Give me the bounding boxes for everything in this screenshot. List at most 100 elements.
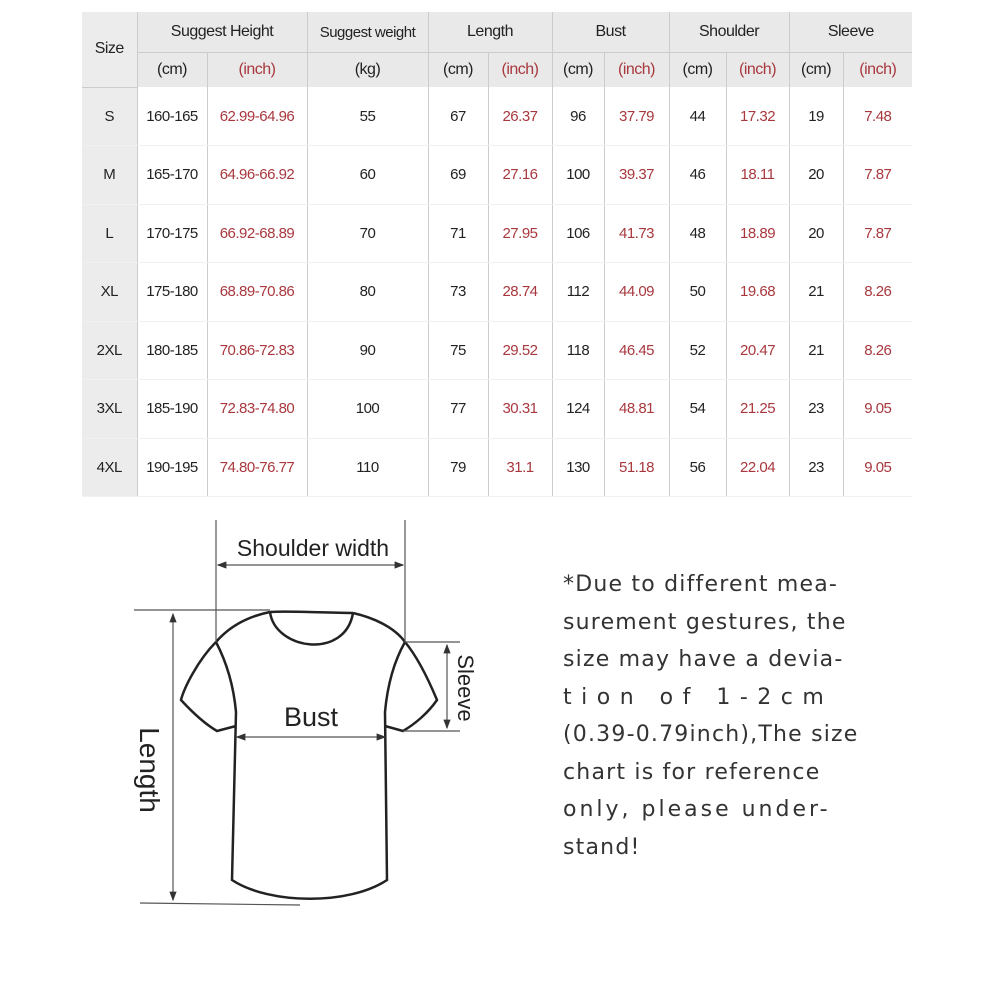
unit-inch: (inch) [725, 52, 790, 87]
note-line: *Due to different mea- [563, 572, 839, 597]
header-sleeve: Sleeve [788, 12, 913, 53]
value-cell: 77 [427, 379, 488, 439]
size-cell: 3XL [82, 379, 137, 439]
value-cell: 80 [306, 262, 428, 322]
value-cell: 60 [306, 145, 428, 205]
value-cell: 9.05 [842, 379, 913, 439]
value-cell: 48.81 [603, 379, 670, 439]
table-row: 2XL 180-185 70.86-72.83 90 75 29.52 118 46.45 52… [82, 321, 913, 380]
value-cell: 48 [668, 204, 727, 263]
value-cell: 55 [306, 87, 428, 146]
value-cell: 18.11 [725, 145, 790, 205]
value-cell: 27.95 [487, 204, 552, 263]
value-cell: 180-185 [136, 321, 207, 380]
value-cell: 22.04 [725, 438, 790, 497]
header-height: Suggest Height [136, 12, 307, 53]
value-cell: 118 [551, 321, 604, 380]
value-cell: 44 [668, 87, 727, 146]
value-cell: 46 [668, 145, 727, 205]
size-cell: XL [82, 262, 137, 322]
value-cell: 19.68 [725, 262, 790, 322]
value-cell: 106 [551, 204, 604, 263]
value-cell: 62.99-64.96 [206, 87, 307, 146]
note-line: stand! [563, 834, 641, 860]
header-length: Length [427, 12, 552, 53]
value-cell: 41.73 [603, 204, 670, 263]
unit-inch: (inch) [487, 52, 552, 87]
size-cell: M [82, 145, 137, 205]
value-cell: 100 [306, 379, 428, 439]
size-chart-table: Size Suggest Height Suggest weight Lengt… [82, 12, 913, 497]
value-cell: 23 [788, 379, 844, 439]
value-cell: 44.09 [603, 262, 670, 322]
value-cell: 7.48 [842, 87, 913, 146]
value-cell: 75 [427, 321, 488, 380]
note-line: (0.39-0.79inch),The size [563, 722, 859, 747]
value-cell: 130 [551, 438, 604, 497]
value-cell: 74.80-76.77 [206, 438, 307, 497]
value-cell: 31.1 [487, 438, 552, 497]
note-line: chart is for reference [563, 759, 821, 785]
measurement-note: *Due to different mea- surement gestures… [563, 566, 859, 866]
value-cell: 124 [551, 379, 604, 439]
value-cell: 100 [551, 145, 604, 205]
label-sleeve: Sleeve [453, 654, 478, 721]
note-line: tion of 1-2cm [563, 684, 834, 710]
value-cell: 110 [306, 438, 428, 497]
value-cell: 9.05 [842, 438, 913, 497]
value-cell: 23 [788, 438, 844, 497]
label-bust: Bust [284, 702, 339, 732]
value-cell: 27.16 [487, 145, 552, 205]
note-line: only, please under- [563, 797, 831, 822]
value-cell: 51.18 [603, 438, 670, 497]
size-cell: L [82, 204, 137, 263]
tshirt-outline-icon [179, 610, 439, 900]
value-cell: 26.37 [487, 87, 552, 146]
value-cell: 21 [788, 262, 844, 322]
value-cell: 185-190 [136, 379, 207, 439]
value-cell: 21.25 [725, 379, 790, 439]
unit-inch: (inch) [603, 52, 670, 87]
unit-cm: (cm) [427, 52, 488, 87]
value-cell: 28.74 [487, 262, 552, 322]
value-cell: 56 [668, 438, 727, 497]
unit-kg: (kg) [306, 52, 428, 87]
value-cell: 70 [306, 204, 428, 263]
value-cell: 64.96-66.92 [206, 145, 307, 205]
value-cell: 30.31 [487, 379, 552, 439]
note-line: size may have a devia- [563, 647, 844, 672]
value-cell: 20 [788, 204, 844, 263]
value-cell: 7.87 [842, 204, 913, 263]
value-cell: 160-165 [136, 87, 207, 146]
unit-cm: (cm) [668, 52, 727, 87]
header-weight: Suggest weight [306, 12, 428, 53]
value-cell: 112 [551, 262, 604, 322]
size-cell: S [82, 87, 137, 146]
value-cell: 90 [306, 321, 428, 380]
value-cell: 20.47 [725, 321, 790, 380]
table-row: 4XL 190-195 74.80-76.77 110 79 31.1 130 51.18 56… [82, 438, 913, 497]
value-cell: 50 [668, 262, 727, 322]
label-length: Length [134, 727, 165, 813]
table-row: XL 175-180 68.89-70.86 80 73 28.74 112 44.09 50 1… [82, 262, 913, 322]
measurement-lines [134, 520, 460, 906]
value-cell: 17.32 [725, 87, 790, 146]
value-cell: 79 [427, 438, 488, 497]
value-cell: 54 [668, 379, 727, 439]
value-cell: 39.37 [603, 145, 670, 205]
value-cell: 29.52 [487, 321, 552, 380]
unit-cm: (cm) [788, 52, 844, 87]
value-cell: 52 [668, 321, 727, 380]
value-cell: 21 [788, 321, 844, 380]
value-cell: 8.26 [842, 321, 913, 380]
value-cell: 66.92-68.89 [206, 204, 307, 263]
value-cell: 73 [427, 262, 488, 322]
unit-inch: (inch) [842, 52, 913, 87]
unit-cm: (cm) [551, 52, 604, 87]
size-cell: 2XL [82, 321, 137, 380]
table-row: M 165-170 64.96-66.92 60 69 27.16 100 39.37 46 18… [82, 145, 913, 205]
value-cell: 8.26 [842, 262, 913, 322]
table-row: 3XL 185-190 72.83-74.80 100 77 30.31 124 48.81 5… [82, 379, 913, 439]
size-cell: 4XL [82, 438, 137, 497]
